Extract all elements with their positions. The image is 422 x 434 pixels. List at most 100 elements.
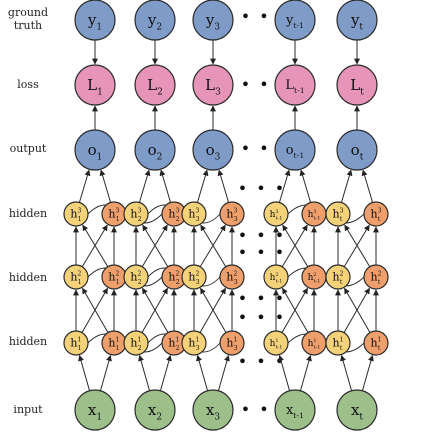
node-truth-3-label: yt-1: [285, 13, 304, 30]
node-loss-3: Lt-1: [274, 64, 316, 106]
node-hidden-bwd-l1-2: h1 3: [219, 330, 245, 356]
node-loss-0: L1: [74, 64, 116, 106]
node-hidden-fwd-l1-2-label: h1 3: [188, 337, 199, 352]
nodes-layer: y1 L1 o1 x1 h1 1 h1 1 h2 1 h2 1 h3 1 h3 1 y2 L2 o2 x2 h1 2 h1 2…: [63, 0, 389, 431]
node-loss-2-label: L3: [205, 76, 221, 98]
node-truth-1: y2: [134, 0, 176, 41]
node-hidden-bwd-l1-3: h1 t-1: [301, 330, 327, 356]
ellipsis-hidden-1-bottom: • • •: [238, 352, 286, 371]
node-hidden-fwd-l3-4: h3 t: [325, 201, 351, 227]
node-hidden-bwd-l2-4: h2 t: [363, 264, 389, 290]
node-output-0-label: o1: [88, 141, 103, 163]
node-hidden-fwd-l1-0: h1 1: [63, 330, 89, 356]
node-hidden-fwd-l3-4-circle: [325, 201, 351, 227]
node-input-1-label: x2: [148, 401, 162, 423]
node-input-4-circle: [336, 389, 378, 431]
edge-input-fwd1-4: [340, 354, 353, 391]
node-hidden-fwd-l2-2: h2 3: [181, 264, 207, 290]
row-label-truth: truth: [14, 19, 42, 32]
edge-fwd3-output-0: [78, 169, 91, 203]
node-hidden-bwd-l2-2-circle: [219, 264, 245, 290]
edge-input-bwd1-1: [159, 354, 172, 391]
node-hidden-fwd-l2-3: h2 t-1: [263, 264, 289, 290]
edge-input-fwd1-0: [78, 354, 91, 391]
node-input-2-label: x3: [206, 401, 220, 423]
edge-b1-f2-2: [200, 287, 227, 333]
node-input-2: x3: [192, 389, 234, 431]
node-hidden-fwd-l2-0-label: h2 1: [70, 271, 81, 286]
node-hidden-fwd-l1-1-label: h1 2: [130, 337, 141, 352]
node-hidden-fwd-l3-3: h3 t-1: [263, 201, 289, 227]
edge-input-fwd1-2: [196, 354, 209, 391]
node-hidden-fwd-l2-4-label: h2 t: [333, 271, 344, 286]
node-hidden-bwd-l3-2-label: h3 3: [226, 208, 237, 223]
node-output-3: ot-1: [274, 129, 316, 171]
node-hidden-bwd-l1-4-label: h1 t: [371, 337, 382, 352]
node-input-1-circle: [134, 389, 176, 431]
node-hidden-bwd-l2-3: h2 t-1: [301, 264, 327, 290]
node-hidden-bwd-l3-2: h3 3: [219, 201, 245, 227]
node-output-0: o1: [74, 129, 116, 171]
ellipsis-hidden-3-top: • • •: [238, 179, 286, 198]
node-hidden-fwd-l3-0-circle: [63, 201, 89, 227]
node-loss-4: Lt: [336, 64, 378, 106]
edge-b1-f2-4: [344, 287, 371, 333]
node-hidden-fwd-l2-2-label: h2 3: [188, 271, 199, 286]
node-input-1: x2: [134, 389, 176, 431]
node-hidden-bwd-l2-0-label: h2 1: [108, 271, 119, 286]
node-hidden-fwd-l1-3-label: h1 t-1: [270, 338, 283, 351]
node-hidden-bwd-l2-4-circle: [363, 264, 389, 290]
ellipsis-hidden-2-top: • • •: [238, 243, 286, 262]
node-hidden-fwd-l3-1: h3 2: [123, 201, 149, 227]
node-loss-4-label: Lt: [350, 76, 364, 98]
row-label-ground: ground: [8, 6, 48, 19]
node-hidden-fwd-l2-2-circle: [181, 264, 207, 290]
node-hidden-bwd-l2-2-label: h2 3: [226, 271, 237, 286]
node-hidden-fwd-l2-3-circle: [263, 264, 289, 290]
edge-bwd3-output-3: [299, 169, 312, 203]
node-hidden-fwd-l2-4-circle: [325, 264, 351, 290]
node-hidden-bwd-l2-0: h2 1: [101, 264, 127, 290]
node-input-3-label: xt-1: [286, 403, 304, 420]
node-output-2: o3: [192, 129, 234, 171]
node-hidden-bwd-l1-2-label: h1 3: [226, 337, 237, 352]
row-label-hidden-2: hidden: [9, 271, 47, 284]
node-hidden-fwd-l2-0: h2 1: [63, 264, 89, 290]
node-output-2-circle: [192, 129, 234, 171]
node-hidden-bwd-l3-3: h3 t-1: [301, 201, 327, 227]
node-hidden-bwd-l1-4: h1 t: [363, 330, 389, 356]
node-truth-0: y1: [74, 0, 116, 41]
node-hidden-bwd-l3-4: h3 t: [363, 201, 389, 227]
edge-input-bwd1-4: [361, 354, 374, 391]
edge-b1-f2-1: [142, 287, 169, 333]
row-label-input: input: [13, 403, 43, 416]
node-truth-4: yt: [336, 0, 378, 41]
edge-input-bwd1-2: [217, 354, 230, 391]
node-input-0-circle: [74, 389, 116, 431]
node-hidden-fwd-l3-1-label: h3 2: [130, 208, 141, 223]
node-truth-3-circle: [274, 0, 316, 41]
edge-bwd3-output-0: [99, 169, 112, 203]
node-truth-2-label: y3: [205, 11, 220, 33]
node-truth-1-label: y2: [147, 11, 162, 33]
node-truth-0-label: y1: [87, 11, 102, 33]
edge-bwd3-output-1: [159, 169, 172, 203]
edge-bwd3-output-2: [217, 169, 230, 203]
node-hidden-bwd-l2-2: h2 3: [219, 264, 245, 290]
node-hidden-bwd-l1-2-circle: [219, 330, 245, 356]
node-hidden-bwd-l3-0: h3 1: [101, 201, 127, 227]
node-hidden-bwd-l3-4-label: h3 t: [371, 208, 382, 223]
edge-fwd3-output-1: [138, 169, 151, 203]
edge-input-fwd1-3: [278, 354, 291, 391]
node-input-0: x1: [74, 389, 116, 431]
node-hidden-fwd-l1-3: h1 t-1: [263, 330, 289, 356]
node-hidden-fwd-l2-4: h2 t: [325, 264, 351, 290]
node-truth-1-circle: [134, 0, 176, 41]
node-output-2-label: o3: [206, 141, 221, 163]
node-hidden-bwd-l2-4-label: h2 t: [371, 271, 382, 286]
node-loss-0-label: L1: [87, 76, 103, 98]
node-input-4-label: xt: [351, 401, 363, 423]
node-loss-3-label: Lt-1: [285, 78, 304, 95]
